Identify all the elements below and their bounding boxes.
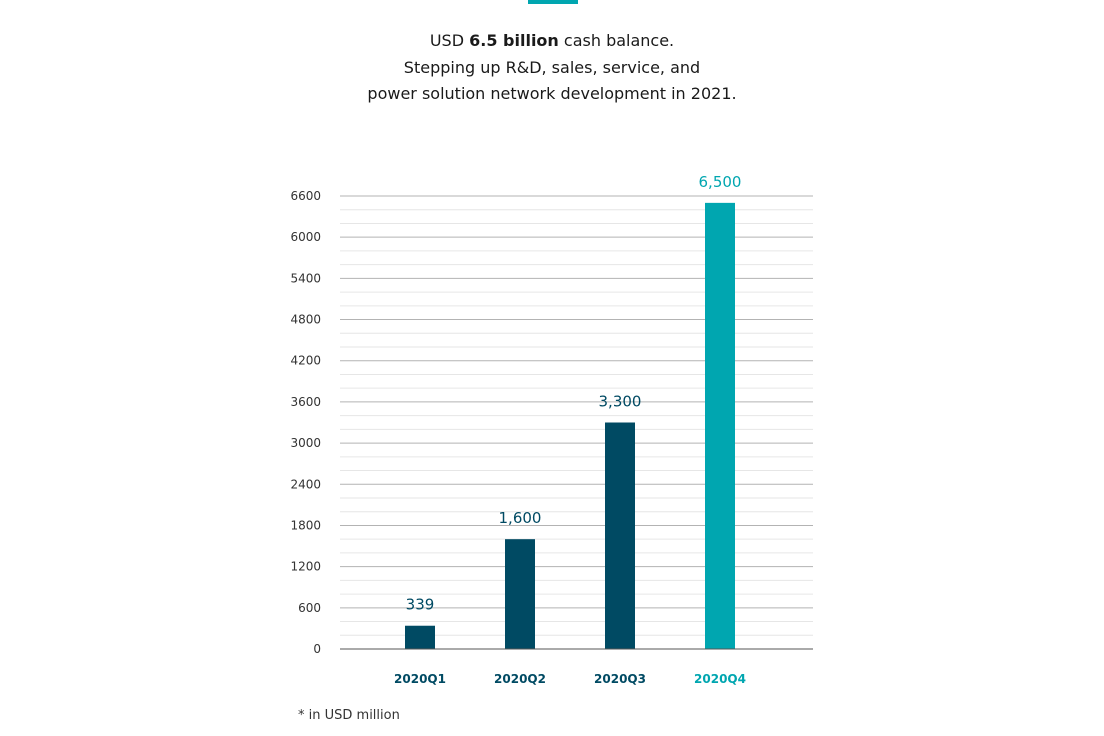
y-axis-tick-labels: 0 600 1200 1800 2400 3000 3600 4200 4800 5400 6000…	[290, 189, 321, 656]
value-label-2020q3: 3,300	[599, 393, 642, 411]
y-tick-label: 3600	[290, 395, 321, 409]
accent-bar	[528, 0, 578, 4]
value-label-2020q2: 1,600	[499, 509, 542, 527]
headline-prefix: USD	[429, 31, 470, 50]
y-tick-label: 6000	[290, 230, 321, 244]
value-label-2020q4: 6,500	[699, 173, 742, 191]
y-tick-label: 6600	[290, 189, 321, 203]
headline-suffix: cash balance.	[558, 31, 675, 50]
headline-line-1: USD 6.5 billion cash balance.	[252, 28, 852, 55]
y-tick-label: 3000	[290, 436, 321, 450]
bar-2020q4	[705, 202, 735, 649]
y-tick-label: 1200	[290, 560, 321, 574]
category-label-2020q1: 2020Q1	[394, 672, 446, 686]
y-tick-label: 5400	[290, 271, 321, 285]
headline-line-3: power solution network development in 20…	[367, 84, 737, 103]
y-tick-label: 0	[313, 642, 321, 656]
value-label-2020q1: 339	[406, 596, 435, 614]
y-tick-label: 1800	[290, 518, 321, 532]
minor-gridlines	[340, 209, 813, 636]
headline: USD 6.5 billion cash balance. Stepping u…	[252, 28, 852, 108]
y-tick-label: 600	[298, 601, 321, 615]
bar-value-labels: 339 1,600 3,300 6,500	[406, 173, 742, 614]
bar-2020q3	[605, 422, 635, 649]
bar-2020q1	[405, 625, 435, 649]
y-tick-label: 4800	[290, 313, 321, 327]
bar-2020q2	[505, 539, 535, 649]
footnote: * in USD million	[298, 708, 400, 723]
x-axis-category-labels: 2020Q1 2020Q2 2020Q3 2020Q4	[394, 672, 746, 686]
category-label-2020q3: 2020Q3	[594, 672, 646, 686]
headline-line-2: Stepping up R&D, sales, service, and	[403, 57, 701, 77]
y-tick-label: 2400	[290, 477, 321, 491]
category-label-2020q4: 2020Q4	[694, 672, 746, 686]
category-label-2020q2: 2020Q2	[494, 672, 546, 686]
y-tick-label: 4200	[290, 354, 321, 368]
major-gridlines	[340, 195, 813, 609]
headline-highlight: 6.5 billion	[469, 31, 559, 50]
bars	[405, 202, 735, 649]
